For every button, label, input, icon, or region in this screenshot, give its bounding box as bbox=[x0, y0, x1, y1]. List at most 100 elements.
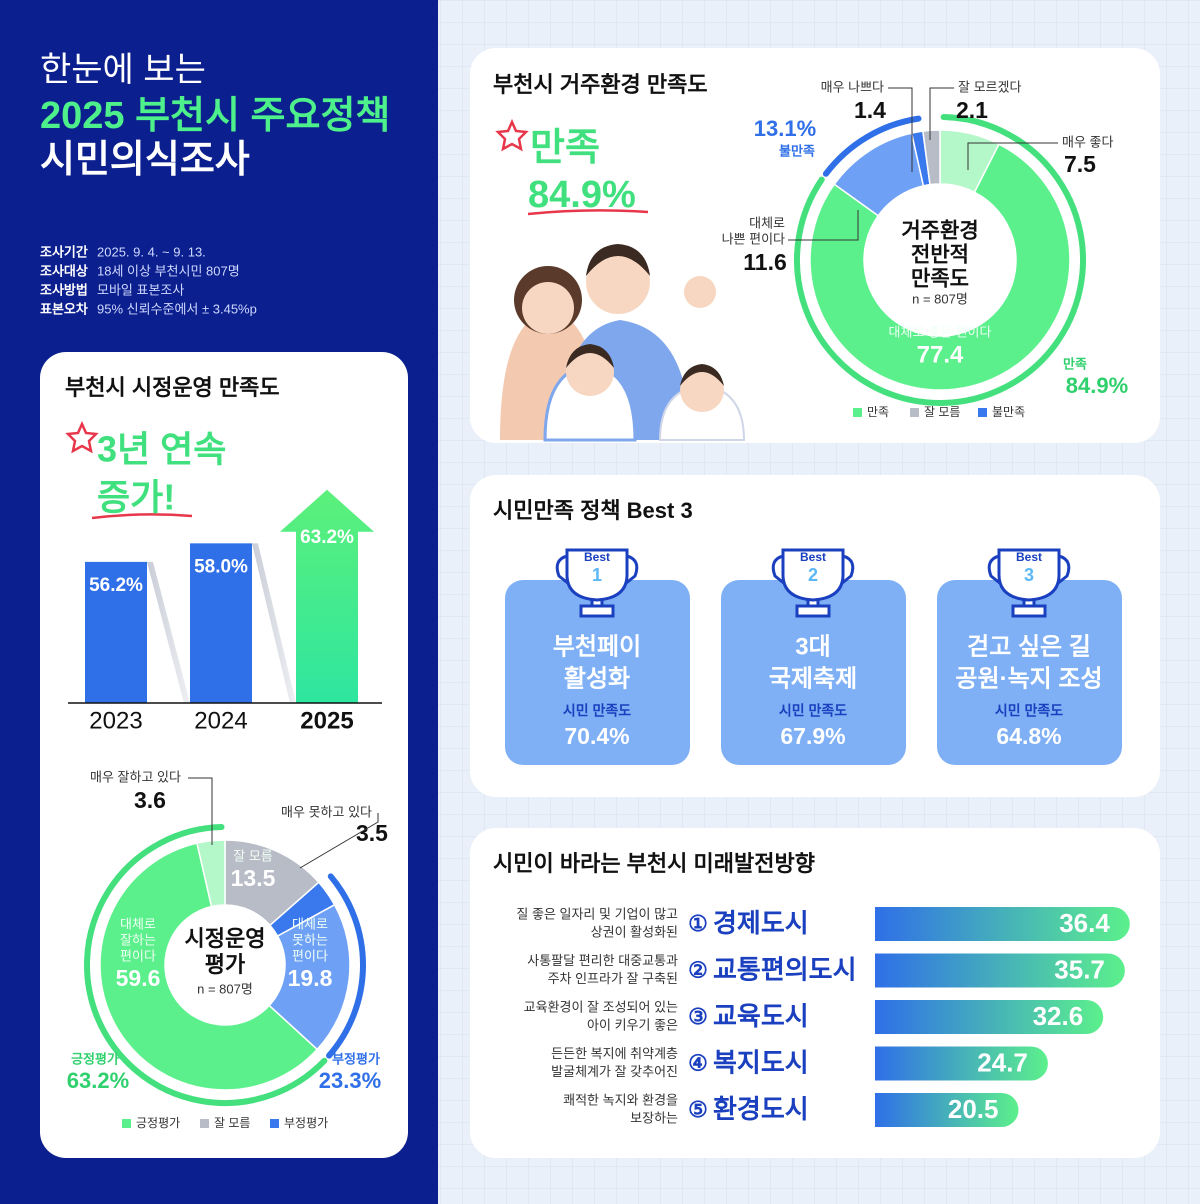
segment-label: 잘 모르겠다 bbox=[958, 79, 1021, 94]
policy-name: 3대 bbox=[795, 633, 830, 660]
metric-value: 67.9% bbox=[780, 723, 845, 749]
illustration-shape bbox=[566, 348, 614, 396]
bar bbox=[875, 1093, 1019, 1127]
group-name: 만족 bbox=[1063, 356, 1087, 371]
bar bbox=[85, 561, 147, 703]
direction-name: 교통편의도시 bbox=[713, 954, 857, 984]
card-title: 시민이 바라는 부천시 미래발전방향 bbox=[493, 851, 815, 876]
legend-swatch bbox=[200, 1119, 209, 1128]
leader-line bbox=[929, 87, 954, 140]
segment-label: 대체로 좋은 편이다 bbox=[889, 324, 992, 339]
underline bbox=[527, 209, 649, 216]
title: 2025 부천시 주요정책 bbox=[40, 95, 390, 137]
legend-label: 만족 bbox=[867, 405, 889, 419]
legend-label: 부정평가 bbox=[284, 1116, 328, 1130]
segment-value: 11.6 bbox=[743, 249, 787, 275]
leader-line bbox=[788, 210, 859, 241]
donut-segment bbox=[809, 143, 1071, 391]
x-tick-label: 2024 bbox=[194, 707, 247, 734]
group-name: 긍정평가 bbox=[71, 1051, 119, 1066]
bar-value: 32.6 bbox=[1033, 1001, 1084, 1031]
legend-swatch bbox=[270, 1119, 279, 1128]
donut-center: 시정운영 bbox=[185, 926, 266, 951]
donut-segment bbox=[268, 903, 351, 1051]
legend-swatch bbox=[122, 1119, 131, 1128]
segment-value: 1.4 bbox=[854, 97, 886, 123]
group-value: 13.1% bbox=[754, 116, 816, 141]
bar bbox=[875, 907, 1130, 941]
policy-card bbox=[937, 580, 1122, 765]
segment-label: 편이다 bbox=[292, 948, 328, 963]
policy-card bbox=[721, 580, 906, 765]
policy-card bbox=[505, 580, 690, 765]
rank-label: Best bbox=[584, 550, 610, 564]
leader-line bbox=[967, 142, 1058, 170]
group-arc bbox=[822, 115, 922, 177]
trophy bbox=[555, 548, 639, 618]
donut-segment bbox=[99, 842, 319, 1091]
direction-desc: 쾌적한 녹지와 환경을 bbox=[563, 1092, 678, 1107]
bar-arrow bbox=[280, 489, 374, 703]
policy-name: 걷고 싶은 길 bbox=[967, 633, 1091, 660]
bar bbox=[875, 953, 1125, 988]
segment-value: 59.6 bbox=[116, 965, 161, 991]
segment-label: 잘 모름 bbox=[233, 848, 273, 863]
illustration-shape bbox=[566, 344, 614, 368]
underline bbox=[91, 513, 193, 520]
rank-label: Best bbox=[1016, 550, 1042, 564]
group-value: 63.2% bbox=[67, 1068, 129, 1093]
direction-desc: 교육환경이 잘 조성되어 있는 bbox=[524, 999, 678, 1014]
bar-value: 36.4 bbox=[1059, 908, 1110, 938]
donut-n: n = 807명 bbox=[197, 981, 253, 996]
group-arc bbox=[326, 873, 366, 1059]
direction-desc: 든든한 복지에 취약계층 bbox=[551, 1046, 678, 1061]
policy-name: 부천페이 bbox=[553, 633, 641, 660]
group-arc bbox=[794, 114, 1086, 406]
group-value: 84.9% bbox=[1066, 373, 1128, 398]
info-text: 18세 이상 부천시민 807명 bbox=[97, 263, 240, 278]
group-name: 부정평가 bbox=[332, 1051, 380, 1066]
legend-label: 잘 모름 bbox=[214, 1116, 250, 1130]
info-label: 표본오차 bbox=[40, 301, 88, 316]
segment-value: 19.8 bbox=[288, 965, 333, 991]
direction-name: 교육도시 bbox=[713, 1001, 809, 1031]
direction-desc: 질 좋은 일자리 및 기업이 많고 bbox=[516, 906, 678, 921]
illustration-shape bbox=[586, 250, 650, 314]
segment-value: 3.5 bbox=[356, 820, 388, 846]
direction-desc: 발굴체계가 잘 갖추어진 bbox=[551, 1064, 678, 1079]
direction-desc: 상권이 활성화된 bbox=[591, 924, 678, 939]
illustration-shape bbox=[522, 282, 574, 334]
metric-value: 70.4% bbox=[564, 723, 629, 749]
rank: 2 bbox=[808, 565, 818, 585]
donut-center: 만족도 bbox=[911, 268, 969, 291]
segment-label: 매우 좋다 bbox=[1062, 134, 1113, 149]
family-illustration bbox=[500, 244, 746, 442]
bar-value: 20.5 bbox=[948, 1094, 999, 1124]
segment-value: 7.5 bbox=[1064, 151, 1096, 177]
segment-value: 2.1 bbox=[956, 97, 988, 123]
leader-line bbox=[888, 87, 913, 172]
direction-marker: ① bbox=[688, 911, 708, 936]
group-arc bbox=[83, 824, 328, 1106]
donut-center: 전반적 bbox=[911, 244, 969, 267]
policy-name: 국제축제 bbox=[769, 665, 857, 692]
direction-marker: ⑤ bbox=[688, 1097, 708, 1122]
metric-label: 시민 만족도 bbox=[779, 703, 847, 719]
segment-label: 못하는 bbox=[292, 932, 328, 947]
direction-desc: 주차 인프라가 잘 구축된 bbox=[548, 971, 678, 986]
future-card bbox=[470, 828, 1160, 1158]
illustration-shape bbox=[680, 368, 724, 412]
illustration-shape bbox=[684, 276, 716, 308]
card-title: 부천시 거주환경 만족도 bbox=[493, 72, 708, 97]
rank: 1 bbox=[592, 565, 602, 585]
headline: 증가! bbox=[97, 477, 175, 518]
bar-value: 35.7 bbox=[1054, 954, 1105, 984]
info-label: 조사방법 bbox=[40, 282, 88, 297]
direction-desc: 사통팔달 편리한 대중교통과 bbox=[527, 953, 678, 968]
x-tick-label: 2023 bbox=[89, 707, 142, 734]
connector bbox=[147, 561, 190, 703]
metric-label: 시민 만족도 bbox=[563, 703, 631, 719]
segment-label: 매우 못하고 있다 bbox=[281, 804, 372, 819]
policy-name: 공원·녹지 조성 bbox=[955, 665, 1102, 692]
